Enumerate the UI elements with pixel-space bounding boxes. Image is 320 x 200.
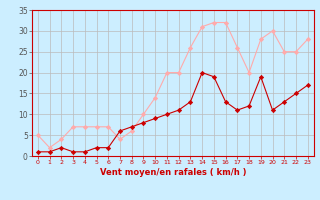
X-axis label: Vent moyen/en rafales ( km/h ): Vent moyen/en rafales ( km/h ) bbox=[100, 168, 246, 177]
